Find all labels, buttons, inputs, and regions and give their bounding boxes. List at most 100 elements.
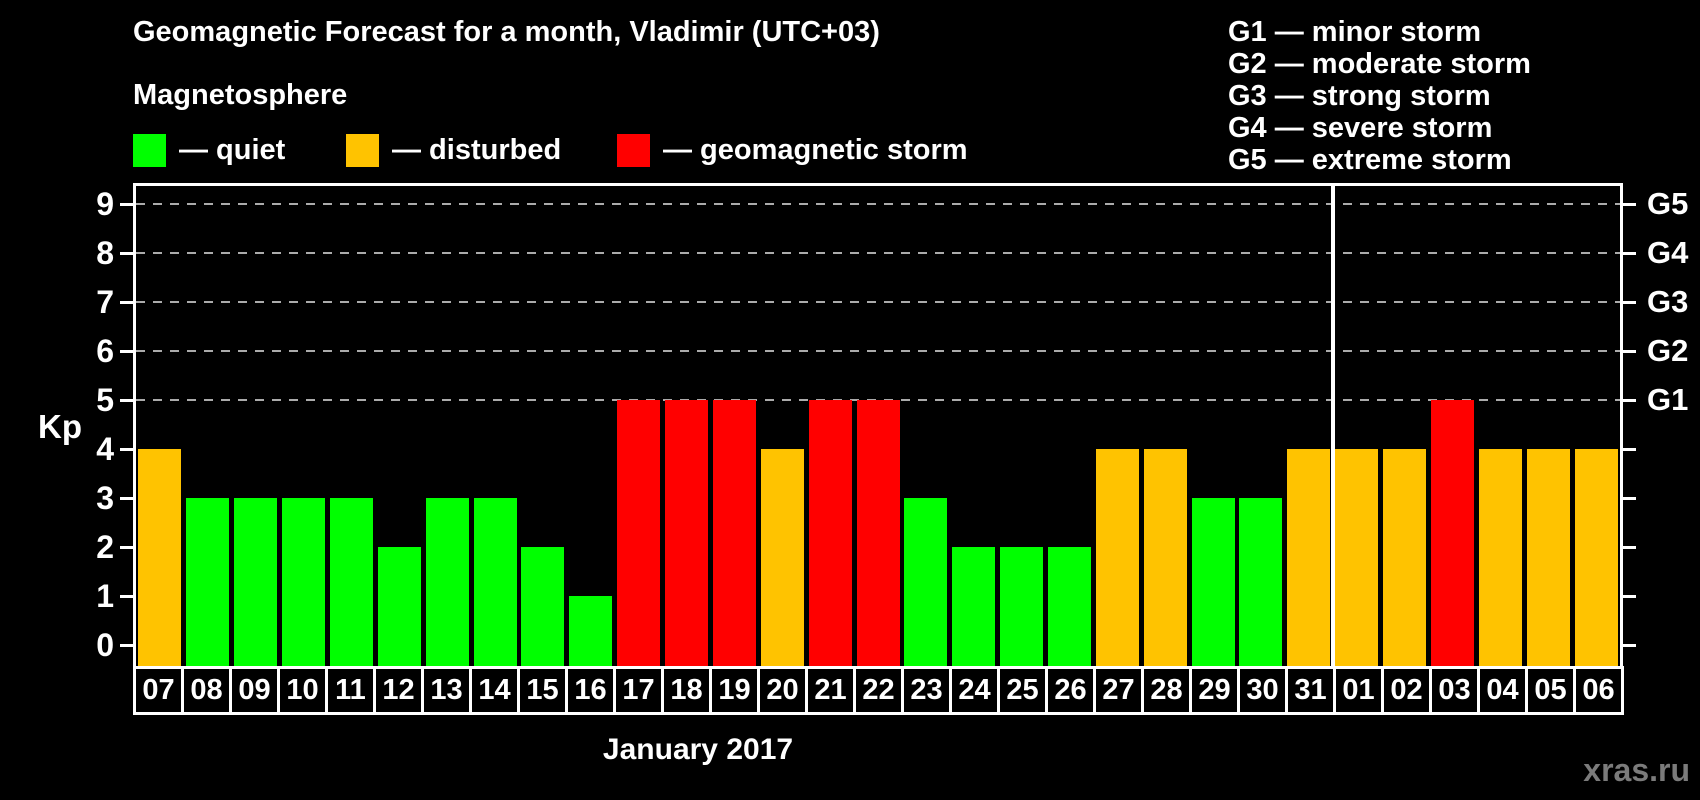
g-scale-legend-line: G2 — moderate storm (1228, 48, 1531, 80)
kp-bar-day-09 (234, 498, 278, 666)
day-label-27: 27 (1093, 666, 1144, 715)
kp-bar-day-13 (425, 498, 469, 666)
kp-bar-day-21 (808, 400, 852, 666)
g-axis-tick (1623, 595, 1636, 598)
kp-axis-tick (120, 595, 133, 598)
kp-bar-day-26 (1047, 547, 1091, 666)
g-axis-label-G4: G4 (1647, 235, 1689, 270)
kp-axis-tick-label: 9 (96, 186, 114, 222)
g-axis-label-G5: G5 (1647, 186, 1689, 221)
day-label-28: 28 (1141, 666, 1192, 715)
storm-color-swatch-icon (617, 134, 650, 167)
kp-bar-day-20 (760, 449, 804, 666)
g-scale-legend: G1 — minor storm G2 — moderate storm G3 — … (1228, 16, 1531, 176)
day-label-29: 29 (1189, 666, 1240, 715)
kp-axis-tick (120, 301, 133, 304)
day-label-16: 16 (565, 666, 616, 715)
day-label-26: 26 (1045, 666, 1096, 715)
g-axis-label-G3: G3 (1647, 284, 1689, 319)
kp-bar-day-03 (1430, 400, 1474, 666)
kp-bar-day-12 (377, 547, 421, 666)
kp-bar-day-24 (952, 547, 996, 666)
g-axis-tick (1623, 448, 1636, 451)
gridline-kp8 (136, 252, 1620, 254)
kp-axis-tick (120, 203, 133, 206)
day-label-31: 31 (1285, 666, 1336, 715)
kp-bar-day-17 (617, 400, 661, 666)
disturbed-color-swatch-icon (346, 134, 379, 167)
g-scale-legend-line: G4 — severe storm (1228, 112, 1493, 144)
legend-item-label: — disturbed (392, 134, 562, 166)
kp-axis-tick-label: 7 (96, 284, 114, 320)
quiet-color-swatch-icon (133, 134, 166, 167)
kp-axis-tick-label: 0 (96, 627, 114, 663)
kp-axis-tick-label: 6 (96, 333, 114, 369)
day-label-04: 04 (1477, 666, 1528, 715)
kp-bar-day-06 (1574, 449, 1618, 666)
kp-bar-day-05 (1526, 449, 1570, 666)
g-axis-tick (1623, 252, 1636, 255)
g-scale-legend-line: G3 — strong storm (1228, 80, 1491, 112)
kp-axis-title: Kp (38, 408, 82, 445)
kp-bar-day-15 (521, 547, 565, 666)
day-label-10: 10 (277, 666, 328, 715)
gridline-kp7 (136, 301, 1620, 303)
kp-bar-day-10 (282, 498, 326, 666)
day-label-30: 30 (1237, 666, 1288, 715)
g-axis-tick (1623, 203, 1636, 206)
g-axis-label-G2: G2 (1647, 333, 1689, 368)
month-label: January 2017 (602, 733, 794, 766)
kp-axis-tick-label: 1 (96, 578, 114, 614)
day-label-24: 24 (949, 666, 1000, 715)
watermark: xras.ru (1583, 752, 1690, 788)
chart-subtitle: Magnetosphere (133, 79, 348, 111)
day-label-19: 19 (709, 666, 760, 715)
day-label-21: 21 (805, 666, 856, 715)
day-label-07: 07 (133, 666, 184, 715)
day-label-12: 12 (373, 666, 424, 715)
day-label-25: 25 (997, 666, 1048, 715)
day-label-06: 06 (1573, 666, 1624, 715)
kp-bar-day-25 (1000, 547, 1044, 666)
kp-bar-day-07 (138, 449, 182, 666)
kp-bar-day-04 (1478, 449, 1522, 666)
kp-bar-day-16 (569, 596, 613, 666)
kp-bar-day-01 (1335, 449, 1379, 666)
kp-bar-day-27 (1095, 449, 1139, 666)
day-label-03: 03 (1429, 666, 1480, 715)
kp-axis-tick (120, 644, 133, 647)
day-label-15: 15 (517, 666, 568, 715)
day-label-05: 05 (1525, 666, 1576, 715)
kp-axis-tick-label: 3 (96, 480, 114, 516)
g-axis-tick (1623, 301, 1636, 304)
kp-bar-day-14 (473, 498, 517, 666)
kp-axis-tick-label: 5 (96, 382, 114, 418)
kp-axis-tick (120, 252, 133, 255)
day-label-13: 13 (421, 666, 472, 715)
g-axis-tick (1623, 399, 1636, 402)
day-label-20: 20 (757, 666, 808, 715)
month-separator-line (1330, 186, 1335, 666)
kp-axis-tick (120, 546, 133, 549)
day-label-23: 23 (901, 666, 952, 715)
legend-item-quiet: — quiet (133, 134, 285, 167)
legend-item-storm: — geomagnetic storm (617, 134, 968, 167)
legend-item-disturbed: — disturbed (346, 134, 561, 167)
day-axis: 07 08 09 10 11 12 13 14 15 16 17 18 19 20 21 22 23 24 25 26… (133, 666, 1627, 715)
kp-axis-tick-label: 8 (96, 235, 114, 271)
g-axis-tick (1623, 497, 1636, 500)
kp-bar-day-29 (1191, 498, 1235, 666)
kp-axis-tick (120, 448, 133, 451)
kp-bar-day-08 (186, 498, 230, 666)
day-label-08: 08 (181, 666, 232, 715)
kp-bar-day-30 (1239, 498, 1283, 666)
kp-axis-tick (120, 497, 133, 500)
gridline-kp9 (136, 203, 1620, 205)
plot-area (133, 183, 1623, 666)
kp-bar-day-31 (1287, 449, 1331, 666)
g-axis-tick (1623, 546, 1636, 549)
kp-bar-day-11 (329, 498, 373, 666)
kp-bar-day-28 (1143, 449, 1187, 666)
g-axis-tick (1623, 644, 1636, 647)
